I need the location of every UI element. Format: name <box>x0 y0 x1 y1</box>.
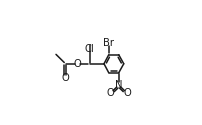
Text: N: N <box>115 80 122 90</box>
Text: O: O <box>106 88 114 98</box>
Text: O: O <box>61 73 69 83</box>
Text: O: O <box>123 88 130 98</box>
Text: Br: Br <box>103 38 114 48</box>
Text: Cl: Cl <box>84 44 94 54</box>
Text: O: O <box>73 59 81 69</box>
